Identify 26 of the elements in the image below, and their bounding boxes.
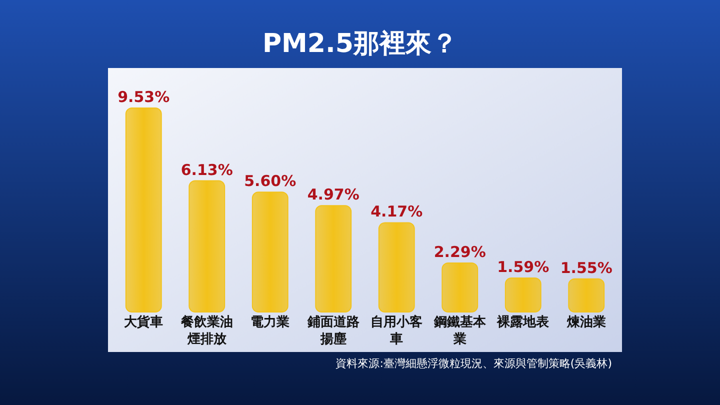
data-label: 1.59%: [497, 258, 550, 276]
x-tick-label: 裸露地表: [496, 314, 550, 331]
bar: [378, 222, 415, 312]
source-note: 資料來源:臺灣細懸浮微粒現況、來源與管制策略(吳義林): [336, 357, 612, 370]
chart-title: PM2.5那裡來？: [262, 29, 458, 59]
bar: [504, 277, 542, 312]
bar: [315, 205, 352, 312]
data-label: 1.55%: [560, 258, 612, 277]
bar: [125, 108, 162, 312]
x-tick-label: 鋼鐵基本業: [432, 314, 487, 348]
data-label: 5.60%: [244, 172, 296, 190]
data-label: 4.97%: [307, 186, 360, 204]
x-tick-label: 電力業: [250, 314, 291, 331]
x-tick-label: 大貨車: [123, 314, 164, 331]
x-tick-label: 餐飲業油煙排放: [180, 314, 234, 348]
data-label: 4.17%: [370, 202, 423, 221]
data-label: 2.29%: [434, 242, 486, 261]
data-label: 9.53%: [118, 88, 170, 106]
bar: [188, 180, 226, 312]
x-tick-label: 煉油業: [566, 314, 607, 331]
x-tick-label: 鋪面道路揚塵: [306, 314, 360, 348]
data-label: 6.13%: [180, 160, 233, 179]
bar: [442, 262, 478, 312]
bar: [568, 278, 605, 312]
x-tick-label: 自用小客車: [370, 314, 424, 348]
bar: [252, 192, 288, 312]
